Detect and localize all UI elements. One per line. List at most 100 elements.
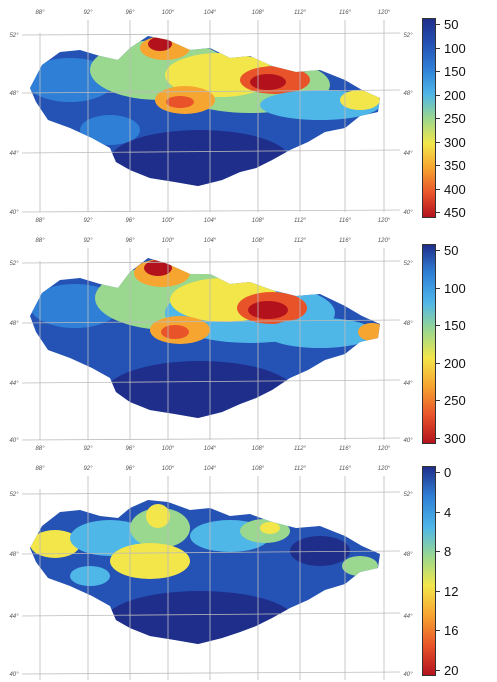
lat-label: 52° (403, 492, 413, 498)
legend-label: 0 (444, 465, 452, 480)
panel-bottom: 88° 92° 96° 100° 104° 108° 112° 116° 120° 52° 48°… (0, 456, 497, 682)
lon-label: 112° (294, 238, 307, 244)
lat-label: 48° (403, 91, 413, 97)
legend-tick (436, 551, 440, 553)
lon-label: 120° (378, 446, 391, 452)
legend-colorbar (422, 18, 436, 218)
lon-label: 92° (83, 238, 93, 244)
map-top: 88° 92° 96° 100° 104° 108° 112° 116° 120° 88° 92°… (9, 10, 413, 224)
legend-label: 450 (444, 205, 466, 220)
lon-label: 116° (339, 466, 352, 472)
lon-labels-top: 88° 92° 96° 100° 104° 108° 112° 116° 120° (35, 10, 390, 16)
lon-label: 108° (252, 218, 265, 224)
panel-middle: 88° 92° 96° 100° 104° 108° 112° 116° 120° 88° 92°… (0, 228, 497, 453)
legend-tick (436, 325, 440, 327)
legend-label: 50 (444, 17, 459, 32)
lat-labels-right: 52° 48° 44° 40° (403, 261, 413, 444)
lat-label: 40° (9, 672, 19, 678)
lon-label: 104° (204, 238, 217, 244)
legend-label: 8 (444, 544, 452, 560)
lon-label: 104° (204, 446, 217, 452)
map-middle-graticule (21, 248, 401, 441)
legend-label: 250 (444, 111, 466, 126)
lat-label: 52° (9, 261, 19, 267)
lat-label: 48° (403, 321, 413, 327)
lat-label: 40° (403, 438, 413, 444)
lat-label: 48° (9, 552, 19, 558)
lon-label: 116° (339, 218, 352, 224)
lon-label: 112° (294, 218, 307, 224)
lat-labels-left: 52° 48° 44° 40° (9, 261, 19, 444)
lon-label: 120° (378, 218, 391, 224)
lat-label: 40° (403, 210, 413, 216)
map-top-graticule (21, 20, 401, 213)
lon-labels-top: 88° 92° 96° 100° 104° 108° 112° 116° 120° (35, 238, 390, 244)
lon-label: 96° (125, 466, 135, 472)
lon-label: 120° (378, 238, 391, 244)
lat-labels-right: 52° 48° 44° 40° (403, 33, 413, 216)
legend-tick (436, 24, 440, 25)
lat-label: 52° (403, 33, 413, 39)
lon-label: 92° (83, 10, 93, 16)
lon-label: 104° (204, 466, 217, 472)
legend-tick (436, 188, 440, 190)
lon-labels-bottom: 88° 92° 96° 100° 104° 108° 112° 116° 120° (35, 218, 390, 224)
map-bottom: 88° 92° 96° 100° 104° 108° 112° 116° 120° 52° 48°… (9, 466, 413, 680)
lat-label: 52° (9, 33, 19, 39)
lon-label: 112° (294, 466, 307, 472)
lon-labels-bottom: 88° 92° 96° 100° 104° 108° 112° 116° 120° (35, 446, 390, 452)
legend-tick (436, 287, 440, 289)
lat-label: 44° (9, 151, 19, 157)
lon-label: 88° (35, 446, 45, 452)
lat-label: 48° (9, 321, 19, 327)
lat-labels-left: 52° 48° 44° 40° (9, 492, 19, 678)
lon-label: 104° (204, 10, 217, 16)
lon-label: 96° (125, 10, 135, 16)
lat-label: 44° (403, 381, 413, 387)
lon-label: 100° (162, 10, 175, 16)
legend-label: 300 (444, 134, 466, 150)
legend-tick (436, 71, 440, 72)
legend-tick (436, 250, 440, 251)
lon-label: 88° (35, 218, 45, 224)
legend-tick (436, 630, 440, 632)
map-middle: 88° 92° 96° 100° 104° 108° 112° 116° 120° 88° 92°… (9, 238, 413, 452)
legend-label: 4 (444, 504, 452, 520)
lat-label: 40° (9, 210, 19, 216)
legend-tick (436, 472, 440, 473)
lat-label: 48° (403, 552, 413, 558)
legend-tick (436, 438, 440, 439)
lon-label: 88° (35, 10, 45, 16)
legend-colorbar (422, 466, 436, 676)
legend-tick (436, 94, 440, 96)
lon-label: 104° (204, 218, 217, 224)
legend-tick (436, 118, 440, 119)
legend-label: 100 (444, 280, 466, 296)
legend-colorbar (422, 244, 436, 444)
legend-tick (436, 670, 440, 671)
legend-label: 16 (444, 623, 459, 639)
lon-labels-top: 88° 92° 96° 100° 104° 108° 112° 116° 120° (35, 466, 390, 472)
legend-label: 350 (444, 158, 466, 173)
lon-label: 108° (252, 238, 265, 244)
lat-label: 52° (9, 492, 19, 498)
legend-label: 250 (444, 393, 466, 409)
lat-labels-right: 52° 48° 44° 40° (403, 492, 413, 678)
lon-label: 116° (339, 446, 352, 452)
lon-label: 96° (125, 218, 135, 224)
map-bottom-graticule (21, 476, 401, 680)
lon-label: 96° (125, 446, 135, 452)
lon-label: 120° (378, 466, 391, 472)
lon-label: 96° (125, 238, 135, 244)
lon-label: 92° (83, 466, 93, 472)
lon-label: 92° (83, 218, 93, 224)
legend-tick (436, 141, 440, 143)
lon-label: 100° (162, 218, 175, 224)
lon-label: 112° (294, 10, 307, 16)
legend-label: 200 (444, 87, 466, 103)
legend-tick (436, 590, 440, 592)
lat-label: 44° (403, 614, 413, 620)
lat-labels-left: 52° 48° 44° 40° (9, 33, 19, 216)
legend-tick (436, 400, 440, 402)
legend-label: 150 (444, 64, 466, 79)
